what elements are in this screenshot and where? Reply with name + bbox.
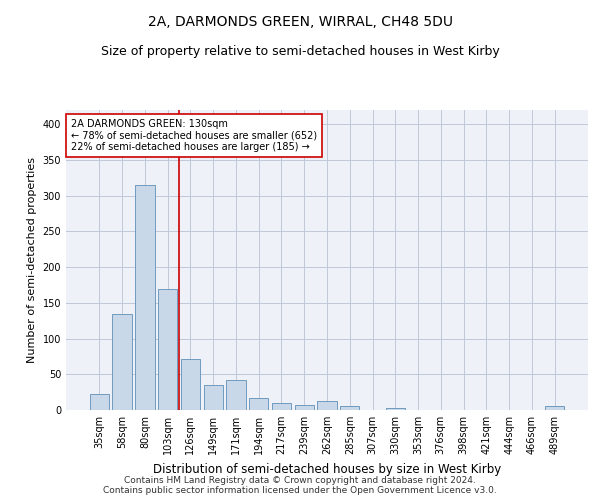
X-axis label: Distribution of semi-detached houses by size in West Kirby: Distribution of semi-detached houses by …	[153, 462, 501, 475]
Text: 2A DARMONDS GREEN: 130sqm
← 78% of semi-detached houses are smaller (652)
22% of: 2A DARMONDS GREEN: 130sqm ← 78% of semi-…	[71, 119, 317, 152]
Text: Contains HM Land Registry data © Crown copyright and database right 2024.
Contai: Contains HM Land Registry data © Crown c…	[103, 476, 497, 495]
Bar	[181, 358, 200, 410]
Bar	[158, 288, 178, 410]
Text: 2A, DARMONDS GREEN, WIRRAL, CH48 5DU: 2A, DARMONDS GREEN, WIRRAL, CH48 5DU	[148, 15, 452, 29]
Bar	[340, 406, 359, 410]
Bar	[249, 398, 268, 410]
Bar	[135, 185, 155, 410]
Bar	[226, 380, 245, 410]
Bar	[295, 405, 314, 410]
Bar	[112, 314, 132, 410]
Bar	[90, 394, 109, 410]
Bar	[386, 408, 405, 410]
Bar	[317, 400, 337, 410]
Bar	[545, 406, 564, 410]
Bar	[272, 403, 291, 410]
Text: Size of property relative to semi-detached houses in West Kirby: Size of property relative to semi-detach…	[101, 45, 499, 58]
Bar	[203, 385, 223, 410]
Y-axis label: Number of semi-detached properties: Number of semi-detached properties	[27, 157, 37, 363]
